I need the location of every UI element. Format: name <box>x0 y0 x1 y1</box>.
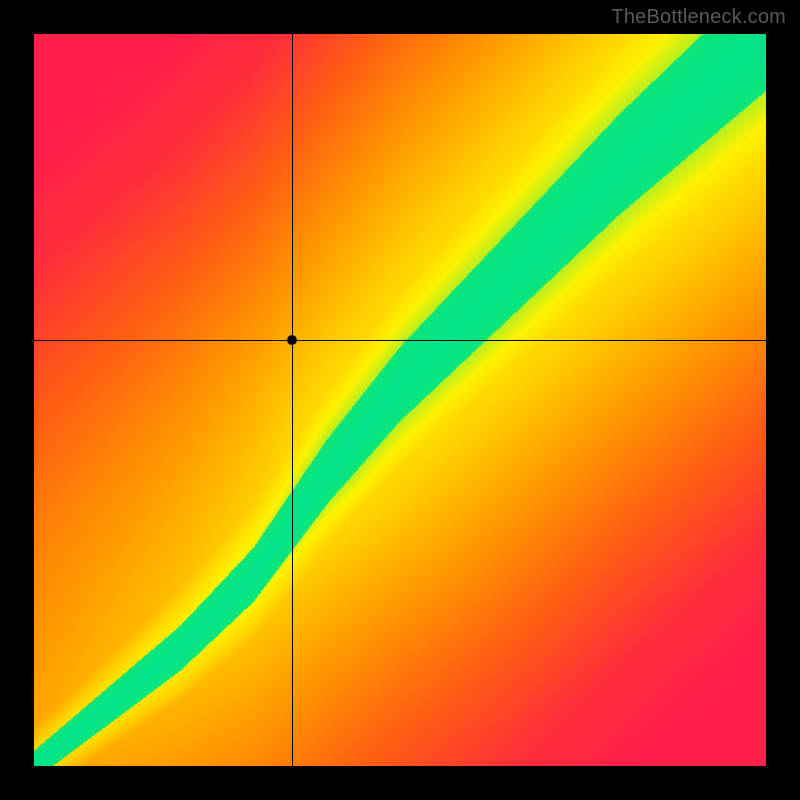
plot-area <box>34 34 766 766</box>
crosshair-marker <box>287 335 297 345</box>
watermark-text: TheBottleneck.com <box>611 6 786 29</box>
crosshair-horizontal <box>34 340 766 341</box>
heatmap-canvas <box>34 34 766 766</box>
crosshair-vertical <box>292 34 293 766</box>
